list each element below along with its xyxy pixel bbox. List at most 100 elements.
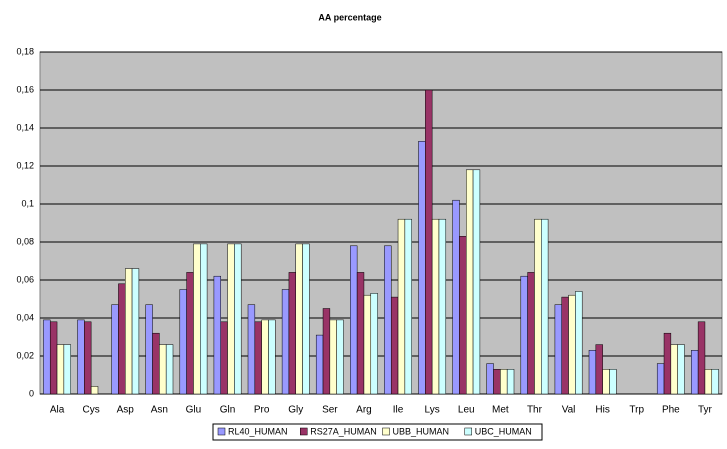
- y-tick-label: 0: [29, 388, 34, 398]
- x-tick-label: Ser: [322, 405, 338, 416]
- x-tick-label: Thr: [527, 405, 543, 416]
- bar: [554, 304, 562, 395]
- bar: [459, 236, 467, 395]
- legend-swatch: [300, 427, 308, 436]
- bar: [691, 350, 699, 395]
- x-tick-label: Ala: [50, 405, 65, 416]
- x-tick-label: Cys: [83, 405, 100, 416]
- bar: [527, 272, 535, 395]
- bar: [329, 319, 337, 395]
- bar: [131, 268, 140, 395]
- bar: [356, 272, 365, 395]
- x-tick-label: Gln: [220, 405, 236, 416]
- y-tick-label: 0,06: [16, 274, 34, 284]
- legend-swatch: [464, 427, 472, 436]
- bar: [418, 141, 426, 395]
- bar: [431, 218, 440, 395]
- bar: [568, 294, 576, 395]
- bar: [63, 344, 71, 395]
- x-tick-label: Glu: [186, 405, 202, 416]
- y-tick-label: 0,16: [16, 84, 34, 94]
- y-tick-label: 0,08: [16, 236, 34, 246]
- bar: [404, 218, 412, 395]
- bar: [220, 321, 228, 395]
- bar: [179, 289, 187, 395]
- legend-label: RS27A_HUMAN: [310, 426, 377, 436]
- x-tick-label: Lys: [425, 405, 440, 416]
- legend: [212, 423, 543, 441]
- bar: [213, 275, 221, 395]
- legend-label: UBC_HUMAN: [475, 426, 532, 436]
- bar: [350, 245, 358, 395]
- bar: [295, 243, 303, 395]
- plot-area: [39, 51, 723, 395]
- x-tick-label: Gly: [288, 405, 303, 416]
- bar: [302, 243, 310, 395]
- bar: [315, 334, 324, 395]
- legend-swatch: [217, 427, 226, 436]
- x-tick-label: Tyr: [698, 405, 713, 416]
- bar: [472, 169, 481, 395]
- bar: [575, 291, 583, 395]
- x-tick-label: Pro: [254, 405, 270, 416]
- bar: [390, 296, 399, 395]
- bar: [56, 344, 65, 395]
- bar: [43, 319, 51, 395]
- y-tick-label: 0,02: [16, 350, 34, 360]
- bar: [118, 283, 126, 395]
- bar: [77, 319, 85, 395]
- chart-title: AA percentage: [318, 12, 381, 22]
- bar: [254, 321, 262, 395]
- x-tick-label: His: [595, 405, 609, 416]
- bar: [534, 218, 542, 395]
- bar: [711, 369, 719, 395]
- bar: [227, 243, 235, 395]
- bar: [425, 89, 433, 395]
- x-tick-label: Asp: [117, 405, 135, 416]
- bar: [602, 369, 610, 395]
- y-tick-label: 0,1: [21, 198, 34, 208]
- bar: [152, 332, 160, 395]
- x-tick-label: Arg: [356, 405, 372, 416]
- bar: [288, 272, 296, 395]
- bar: [520, 275, 528, 395]
- bar: [145, 304, 153, 395]
- bar: [670, 344, 678, 395]
- bar: [541, 218, 549, 395]
- bar: [486, 363, 494, 395]
- bar: [268, 319, 276, 395]
- bar: [111, 304, 119, 395]
- bar: [125, 268, 133, 395]
- bar: [370, 293, 378, 395]
- x-tick-label: Val: [562, 405, 576, 416]
- bar: [193, 243, 201, 395]
- x-tick-label: Ile: [393, 405, 404, 416]
- bar: [247, 304, 256, 395]
- bar: [466, 169, 474, 395]
- bar: [49, 321, 58, 395]
- bar: [588, 350, 597, 395]
- bar: [677, 344, 685, 395]
- bar: [322, 308, 331, 395]
- bar: [186, 272, 194, 395]
- bar: [159, 344, 167, 395]
- bar: [90, 386, 99, 395]
- bar: [697, 321, 706, 395]
- bar: [452, 199, 460, 395]
- legend-label: UBB_HUMAN: [393, 426, 450, 436]
- x-tick-label: Trp: [629, 405, 644, 416]
- x-tick-label: Met: [492, 405, 509, 416]
- bar: [200, 243, 208, 395]
- x-tick-label: Phe: [662, 405, 680, 416]
- bar: [704, 369, 713, 395]
- legend-label: RL40_HUMAN: [228, 426, 288, 436]
- y-tick-label: 0,12: [16, 160, 34, 170]
- bar: [165, 344, 174, 395]
- x-tick-label: Asn: [151, 405, 168, 416]
- bar: [384, 245, 392, 395]
- bar: [261, 319, 269, 395]
- x-tick-label: Leu: [458, 405, 475, 416]
- bar: [595, 344, 603, 395]
- bar: [363, 294, 372, 395]
